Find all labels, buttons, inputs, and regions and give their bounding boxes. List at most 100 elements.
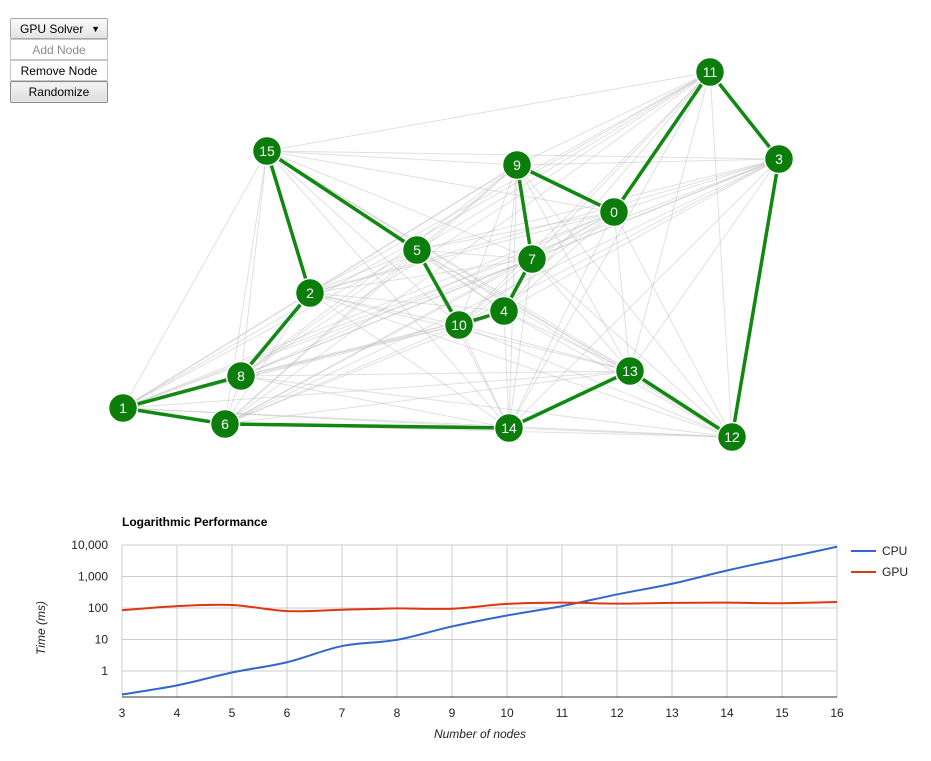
graph-node[interactable]: 2 (294, 277, 326, 309)
graph-node[interactable]: 11 (694, 56, 726, 88)
graph-node[interactable]: 7 (516, 243, 548, 275)
graph-edge (503, 310, 510, 429)
y-axis-tick-labels: 1 10 100 1,000 10,000 (71, 538, 108, 678)
tour-edge (265, 150, 312, 294)
node-circle[interactable] (763, 143, 795, 175)
graph-edge (224, 258, 533, 425)
graph-node[interactable]: 9 (501, 149, 533, 181)
node-label: 9 (513, 157, 521, 173)
node-label: 14 (501, 420, 517, 436)
node-circle[interactable] (516, 243, 548, 275)
graph-edge (458, 164, 518, 326)
graph-node[interactable]: 4 (488, 295, 520, 327)
y-tick-label: 1 (101, 664, 108, 678)
node-label: 8 (237, 368, 245, 384)
tour-edge (224, 422, 510, 430)
tour-edge (730, 158, 781, 438)
node-circle[interactable] (598, 196, 630, 228)
node-circle[interactable] (501, 149, 533, 181)
graph-edge (629, 158, 780, 372)
node-circle[interactable] (443, 309, 475, 341)
graph-edge (309, 158, 780, 294)
tour-path (122, 70, 781, 439)
graph-edge (416, 211, 615, 251)
graph-edge (266, 150, 533, 260)
graph-node[interactable]: 3 (763, 143, 795, 175)
graph-edge (122, 211, 615, 409)
node-circle[interactable] (251, 135, 283, 167)
graph-node[interactable]: 10 (443, 309, 475, 341)
add-node-button[interactable]: Add Node (10, 39, 108, 60)
node-circle[interactable] (401, 234, 433, 266)
graph-edge (458, 324, 631, 372)
graph-node[interactable]: 12 (716, 421, 748, 453)
chart-series-lines (121, 545, 838, 696)
graph-edge (240, 324, 460, 377)
node-circle[interactable] (107, 392, 139, 424)
tour-edge (122, 406, 226, 426)
node-label: 5 (413, 242, 421, 258)
tour-edge (239, 291, 312, 378)
graph-edge (224, 370, 631, 425)
graph-edges (122, 71, 780, 438)
x-tick-label: 5 (229, 706, 236, 720)
node-label: 10 (451, 317, 467, 333)
graph-edge (122, 407, 510, 429)
cpu-series-line (121, 545, 838, 696)
node-circle[interactable] (294, 277, 326, 309)
x-axis-label: Number of nodes (434, 727, 526, 741)
graph-node[interactable]: 5 (401, 234, 433, 266)
remove-node-button[interactable]: Remove Node (10, 60, 108, 81)
randomize-button[interactable]: Randomize (10, 81, 108, 103)
graph-edge (503, 164, 518, 312)
node-circle[interactable] (225, 360, 257, 392)
graph-edge (240, 211, 615, 377)
graph-edge (224, 249, 418, 425)
graph-edge (531, 258, 733, 438)
graph-node[interactable]: 8 (225, 360, 257, 392)
node-label: 12 (724, 429, 740, 445)
x-tick-label: 7 (339, 706, 346, 720)
node-circle[interactable] (209, 408, 241, 440)
graph-edge (458, 324, 733, 438)
graph-node[interactable]: 14 (493, 412, 525, 444)
node-circle[interactable] (614, 355, 646, 387)
x-tick-label: 4 (174, 706, 181, 720)
graph-edge (309, 164, 518, 294)
tour-edge (708, 70, 781, 161)
x-tick-label: 16 (830, 706, 844, 720)
graph-edge (629, 71, 711, 372)
node-circle[interactable] (488, 295, 520, 327)
graph-edge (122, 158, 780, 409)
graph-edge (309, 211, 615, 294)
graph-edge (516, 164, 733, 438)
graph-edge (122, 292, 311, 409)
graph-node[interactable]: 15 (251, 135, 283, 167)
node-label: 1 (119, 400, 127, 416)
graph-node[interactable]: 13 (614, 355, 646, 387)
graph-edge (309, 249, 418, 294)
x-tick-label: 15 (775, 706, 789, 720)
graph-edge (309, 258, 533, 294)
node-circle[interactable] (694, 56, 726, 88)
graph-edge (416, 164, 518, 251)
solver-select[interactable]: GPU Solver ▼ (10, 18, 108, 39)
graph-edge (240, 164, 518, 377)
graph-node[interactable]: 1 (107, 392, 139, 424)
graph-edge (613, 211, 733, 438)
x-tick-label: 12 (610, 706, 624, 720)
graph-edge (266, 150, 631, 372)
node-circle[interactable] (716, 421, 748, 453)
y-tick-label: 10,000 (71, 538, 108, 552)
node-label: 2 (306, 285, 314, 301)
graph-edge (266, 150, 510, 429)
graph-node[interactable]: 6 (209, 408, 241, 440)
graph-edge (508, 71, 711, 429)
x-tick-label: 6 (284, 706, 291, 720)
node-label: 13 (622, 363, 638, 379)
x-tick-label: 3 (119, 706, 126, 720)
graph-edge (508, 258, 533, 429)
node-circle[interactable] (493, 412, 525, 444)
legend-gpu-label: GPU (882, 565, 908, 579)
graph-node[interactable]: 0 (598, 196, 630, 228)
